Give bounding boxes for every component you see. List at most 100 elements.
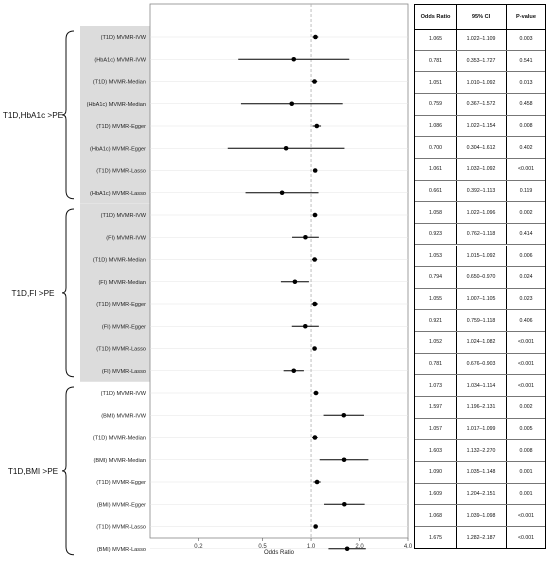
p-value-cell: 0.402: [519, 144, 533, 151]
x-tick-label: 2.0: [355, 544, 364, 550]
p-value-cell: 0.008: [519, 122, 533, 129]
row-label: (T1D) MVMR-IVW: [101, 35, 147, 41]
row-label: (HbA1c) MVMR-Lasso: [90, 191, 146, 197]
row-label: (FI) MVMR-IVW: [106, 235, 146, 241]
point-estimate: [312, 168, 318, 173]
table-header: Odds Ratio 95% CI P-value: [415, 5, 545, 30]
point-estimate: [312, 212, 318, 218]
group-label: T1D,FI >PE: [12, 289, 56, 298]
p-value-cell: 0.458: [519, 101, 533, 108]
table-row: 1.090 1.035–1.148 0.001: [415, 462, 545, 484]
odds-ratio-cell: 0.794: [415, 267, 457, 288]
p-value-cell: 0.001: [519, 490, 533, 497]
table-row: 1.086 1.022–1.154 0.008: [415, 115, 545, 138]
point-estimate: [291, 368, 297, 374]
p-value-cell: <0.001: [517, 382, 534, 389]
group-shading: [80, 26, 150, 204]
point-estimate: [313, 390, 319, 396]
point-estimate: [292, 279, 298, 285]
table-row: 1.597 1.196–2.131 0.002: [415, 397, 545, 419]
table-row: 1.057 1.017–1.099 0.005: [415, 418, 545, 441]
point-estimate: [312, 435, 318, 440]
odds-ratio-cell: 1.068: [415, 505, 457, 526]
table-row: 1.061 1.032–1.092 <0.001: [415, 158, 545, 181]
odds-ratio-cell: 1.609: [415, 483, 457, 505]
point-estimate: [289, 101, 295, 107]
row-label: (T1D) MVMR-IVW: [101, 391, 147, 397]
row-label: (T1D) MVMR-Lasso: [96, 525, 146, 531]
group-label: T1D,HbA1c >PE: [3, 111, 64, 120]
p-value-cell: 0.024: [519, 274, 533, 281]
group-label: T1D,BMI >PE: [8, 467, 59, 476]
row-label: (T1D) MVMR-Lasso: [96, 347, 146, 353]
row-label: (FI) MVMR-Egger: [102, 324, 146, 330]
odds-ratio-cell: 1.086: [415, 115, 457, 137]
table-row: 1.603 1.132–2.270 0.008: [415, 440, 545, 462]
point-estimate: [341, 457, 347, 463]
row-label: (BMI) MVMR-Lasso: [97, 547, 146, 553]
p-value-cell: 0.002: [519, 209, 533, 216]
p-value-cell: 0.013: [519, 79, 533, 86]
table-row: 1.052 1.024–1.082 <0.001: [415, 332, 545, 354]
row-label: (BMI) MVMR-Median: [93, 458, 146, 464]
ci-cell: 0.759–1.118: [456, 310, 507, 332]
point-estimate: [302, 323, 308, 329]
odds-ratio-cell: 1.603: [415, 440, 457, 461]
table-row: 1.073 1.034–1.114 <0.001: [415, 375, 545, 398]
row-label: (FI) MVMR-Lasso: [102, 369, 146, 375]
odds-ratio-cell: 1.055: [415, 288, 457, 310]
odds-ratio-cell: 1.065: [415, 29, 457, 50]
header-p-value: P-value: [516, 14, 536, 20]
row-label: (FI) MVMR-Median: [98, 280, 146, 286]
point-estimate: [279, 190, 285, 196]
row-label: (BMI) MVMR-Egger: [97, 502, 146, 508]
group-bracket: [61, 208, 75, 378]
p-value-cell: 0.541: [519, 57, 533, 64]
header-95-ci: 95% CI: [456, 5, 507, 29]
ci-cell: 1.132–2.270: [456, 440, 507, 461]
table-row: 1.675 1.282–2.187 <0.001: [415, 526, 545, 549]
point-estimate: [342, 501, 347, 507]
row-label: (HbA1c) MVMR-Egger: [90, 146, 146, 152]
p-value-cell: 0.003: [519, 36, 533, 43]
p-value-cell: <0.001: [517, 512, 534, 519]
p-value-cell: 0.005: [519, 426, 533, 432]
ci-cell: 0.304–1.612: [456, 137, 507, 158]
ci-cell: 1.022–1.109: [456, 29, 507, 50]
x-axis-label: Odds Ratio: [264, 550, 295, 556]
p-value-cell: 0.006: [519, 252, 533, 259]
row-label: (T1D) MVMR-Egger: [96, 302, 146, 308]
table-row: 1.055 1.007–1.105 0.023: [415, 288, 545, 311]
odds-ratio-cell: 0.661: [415, 180, 457, 202]
odds-ratio-cell: 1.058: [415, 202, 457, 223]
point-estimate: [303, 234, 308, 240]
row-label: (T1D) MVMR-Median: [93, 258, 146, 264]
table-row: 1.058 1.022–1.096 0.002: [415, 202, 545, 224]
odds-ratio-cell: 1.090: [415, 462, 457, 483]
row-label: (HbA1c) MVMR-IVW: [94, 57, 146, 63]
point-estimate: [344, 546, 350, 552]
table-row: 0.923 0.762–1.118 0.414: [415, 223, 545, 246]
x-tick-label: 0.2: [194, 544, 203, 550]
odds-ratio-cell: 1.051: [415, 72, 457, 93]
ci-cell: 0.676–0.903: [456, 353, 507, 375]
p-value-cell: <0.001: [517, 361, 534, 368]
ci-cell: 1.034–1.114: [456, 375, 507, 397]
point-estimate: [314, 479, 320, 485]
point-estimate: [314, 123, 320, 129]
ci-cell: 1.015–1.092: [456, 245, 507, 267]
row-label: (HbA1c) MVMR-Median: [87, 102, 146, 108]
ci-cell: 1.024–1.082: [456, 332, 507, 353]
table-row: 1.609 1.204–2.151 0.001: [415, 483, 545, 506]
p-value-cell: 0.001: [519, 469, 533, 476]
p-value-cell: 0.414: [519, 231, 533, 238]
table-row: 0.661 0.392–1.113 0.119: [415, 180, 545, 203]
point-estimate: [341, 412, 347, 418]
row-label: (T1D) MVMR-Egger: [96, 124, 146, 130]
ci-cell: 1.035–1.148: [456, 462, 507, 483]
point-estimate: [313, 34, 318, 40]
point-estimate: [312, 301, 318, 307]
table-row: 0.781 0.353–1.727 0.541: [415, 50, 545, 73]
